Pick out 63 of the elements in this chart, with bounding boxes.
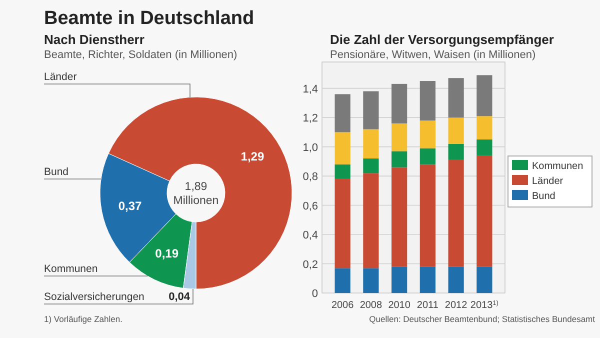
- chart-title: Nach Dienstherr: [44, 32, 144, 47]
- bar: [363, 173, 379, 268]
- bar: [420, 266, 436, 293]
- bar: [420, 120, 436, 148]
- slice-label: Länder: [44, 71, 78, 83]
- bar: [448, 78, 464, 118]
- bar: [476, 116, 492, 140]
- bar: [420, 148, 436, 164]
- x-tick-label: 2011: [416, 300, 439, 311]
- bar: [448, 118, 464, 144]
- text: 1) Vorläufige Zahlen.: [44, 314, 122, 324]
- bar: [334, 94, 350, 132]
- x-tick-label: 2008: [360, 300, 382, 311]
- bar: [420, 81, 436, 120]
- x-tick-label: 2013$^{1)}$: [470, 300, 498, 311]
- bar: [420, 164, 436, 267]
- bar: [448, 266, 464, 293]
- slice-label: Sozialversicherungen: [44, 291, 145, 303]
- x-tick-label: 2012: [444, 300, 468, 311]
- y-tick-label: 0,8: [302, 171, 318, 184]
- chart-subtitle: Pensionäre, Witwen, Waisen (in Millionen): [330, 49, 536, 61]
- bar: [334, 164, 350, 179]
- chart-title: Die Zahl der Versorgungsempfänger: [330, 32, 554, 47]
- data-label: 0,04: [168, 291, 191, 303]
- y-tick-label: 1,0: [302, 142, 318, 154]
- bar: [476, 156, 492, 267]
- x-tick-label: 2010: [388, 300, 411, 311]
- y-tick-label: 0: [312, 288, 318, 300]
- bar: [334, 132, 350, 164]
- bar: [392, 123, 408, 152]
- bar: [363, 268, 379, 293]
- data-label: 1,29: [240, 150, 264, 164]
- y-tick-label: 0,2: [302, 258, 318, 271]
- bar: [363, 158, 379, 174]
- chart-subtitle: Beamte, Richter, Soldaten (in Millionen): [44, 49, 238, 61]
- source-note: Quellen: Deutscher Beamtenbund; Statistisches Bundesamt: [369, 314, 596, 324]
- bar: [476, 75, 492, 116]
- bar: [392, 84, 408, 124]
- bar: [392, 266, 408, 293]
- bar: [476, 266, 492, 293]
- bar: [363, 91, 379, 130]
- slice-label: Bund: [44, 166, 69, 178]
- legend-label: Kommunen: [532, 161, 584, 172]
- data-label: 0,37: [118, 198, 142, 213]
- legend-label: Länder: [532, 176, 564, 187]
- bar: [363, 129, 379, 158]
- x-tick-label: 2006: [331, 300, 354, 311]
- bar: [476, 139, 492, 156]
- bar: [392, 151, 408, 168]
- y-tick-label: 0,4: [302, 230, 318, 242]
- legend-label: Bund: [532, 191, 556, 202]
- y-tick-label: 1,4: [302, 83, 318, 96]
- bar: [448, 144, 464, 160]
- bar: [392, 167, 408, 267]
- slice-label: Kommunen: [44, 263, 98, 275]
- text: Beamte in Deutschland: [44, 8, 254, 29]
- y-tick-label: 0,6: [302, 200, 318, 212]
- y-tick-label: 1,2: [302, 112, 318, 125]
- data-label: 0,19: [155, 246, 179, 261]
- bar: [334, 178, 350, 268]
- text: 1,89 Millionen: [173, 181, 219, 207]
- bar: [448, 160, 464, 267]
- bar: [334, 268, 350, 293]
